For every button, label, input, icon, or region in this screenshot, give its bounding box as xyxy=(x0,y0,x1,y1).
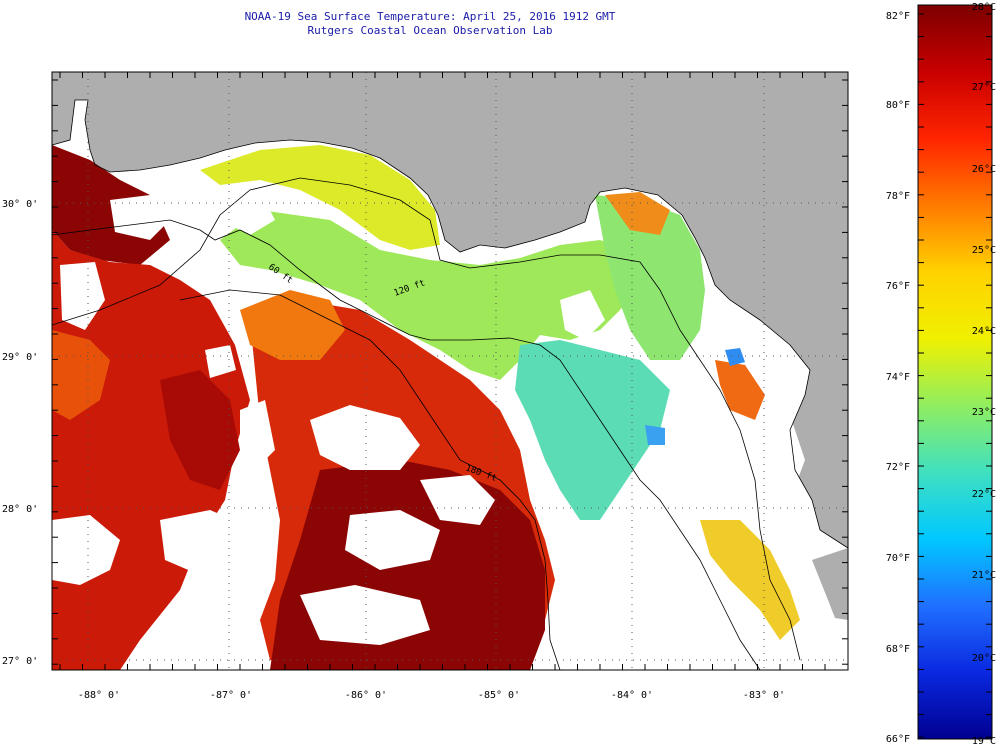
lat-tick-label: 29° 0' xyxy=(2,352,38,363)
colorbar xyxy=(917,4,993,740)
sst-blue-spot-2 xyxy=(645,425,665,445)
celsius-label: 21°C xyxy=(972,570,996,581)
coastline xyxy=(52,99,848,549)
contour-60ft xyxy=(52,177,801,661)
cloud-patch xyxy=(110,195,170,240)
cloud-patch xyxy=(52,515,120,585)
lat-tick-label: 30° 0' xyxy=(2,199,38,210)
lon-tick-label: -85° 0' xyxy=(478,690,520,701)
fahrenheit-label: 70°F xyxy=(886,553,910,564)
cloud-patch xyxy=(310,405,420,470)
fahrenheit-label: 68°F xyxy=(886,644,910,655)
lat-tick-label: 27° 0' xyxy=(2,656,38,667)
florida-tip-land xyxy=(812,548,848,620)
map-subtitle: Rutgers Coastal Ocean Observation Lab xyxy=(307,24,553,37)
lat-axis-labels: 30° 0' 29° 0' 28° 0' 27° 0' xyxy=(2,199,38,667)
cloud-patch xyxy=(160,510,245,575)
sst-cyan-shelf xyxy=(515,340,670,520)
celsius-label: 23°C xyxy=(972,407,996,418)
fahrenheit-label: 76°F xyxy=(886,281,910,292)
lon-tick-label: -88° 0' xyxy=(78,690,120,701)
sst-darkred-mid xyxy=(160,370,240,490)
celsius-label: 19°C xyxy=(972,736,996,747)
cloud-patch xyxy=(205,345,236,378)
cloud-patch xyxy=(240,400,275,470)
celsius-label: 28°C xyxy=(972,2,996,13)
fahrenheit-label: 78°F xyxy=(886,191,910,202)
lon-tick-label: -86° 0' xyxy=(345,690,387,701)
land-mass xyxy=(52,72,848,548)
cloud-patch xyxy=(560,580,700,670)
sst-yellow-shelf xyxy=(200,145,440,250)
sst-green-bigbend xyxy=(595,195,705,360)
lon-tick-label: -87° 0' xyxy=(210,690,252,701)
lon-axis-labels: -88° 0' -87° 0' -86° 0' -85° 0' -84° 0' … xyxy=(78,690,785,701)
fahrenheit-label: 66°F xyxy=(886,734,910,745)
lon-tick-label: -83° 0' xyxy=(743,690,785,701)
fahrenheit-label: 82°F xyxy=(886,11,910,22)
contour-120ft xyxy=(52,219,761,670)
fahrenheit-label: 80°F xyxy=(886,100,910,111)
sst-green-shelf xyxy=(220,210,640,380)
cloud-patch xyxy=(300,585,430,645)
celsius-label: 26°C xyxy=(972,164,996,175)
colorbar-ticks xyxy=(918,13,992,738)
bathymetry-contours xyxy=(52,99,848,670)
colorbar-celsius-labels: 28°C 27°C 26°C 25°C 24°C 23°C 22°C 21°C … xyxy=(972,2,996,747)
celsius-label: 25°C xyxy=(972,245,996,256)
fahrenheit-label: 74°F xyxy=(886,372,910,383)
celsius-label: 24°C xyxy=(972,326,996,337)
cloud-patch xyxy=(560,290,605,340)
cloud-patch xyxy=(230,195,275,235)
sst-orange-central xyxy=(240,290,345,360)
cloud-patch xyxy=(420,475,495,525)
sst-blue-spot-1 xyxy=(725,348,745,366)
celsius-label: 27°C xyxy=(972,82,996,93)
axis-ticks xyxy=(52,72,848,670)
sst-orange-coast-north xyxy=(605,192,670,235)
plot-frame xyxy=(51,71,849,671)
cloud-patch xyxy=(745,415,805,510)
cloud-patch xyxy=(345,510,440,570)
sst-orange-coast-east xyxy=(715,360,765,420)
contour-180ft xyxy=(179,289,561,670)
celsius-label: 20°C xyxy=(972,653,996,664)
lon-tick-label: -84° 0' xyxy=(611,690,653,701)
lat-tick-label: 28° 0' xyxy=(2,504,38,515)
colorbar-fahrenheit-labels: 82°F 80°F 78°F 76°F 74°F 72°F 70°F 68°F … xyxy=(886,11,910,745)
cloud-patch xyxy=(60,262,105,330)
cloud-mask xyxy=(52,195,805,670)
sst-orange-west xyxy=(52,330,110,420)
map-title: NOAA-19 Sea Surface Temperature: April 2… xyxy=(244,10,616,23)
fahrenheit-label: 72°F xyxy=(886,462,910,473)
celsius-label: 22°C xyxy=(972,489,996,500)
cloud-patch xyxy=(650,455,715,525)
sst-yellow-south xyxy=(700,520,800,640)
